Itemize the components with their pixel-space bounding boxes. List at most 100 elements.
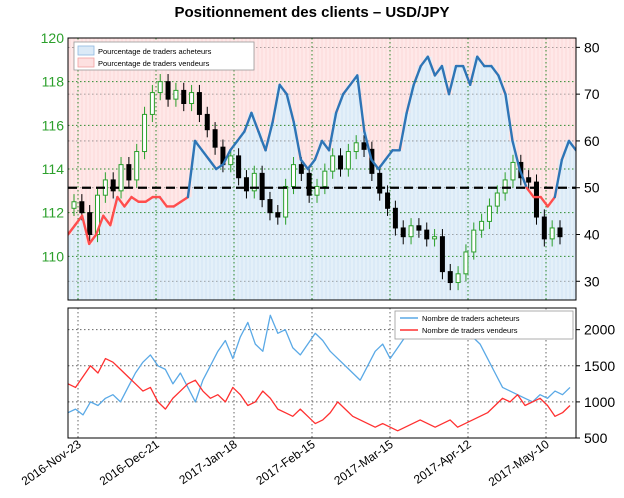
sellers-fill-band bbox=[537, 38, 545, 198]
buyers-fill-band bbox=[290, 122, 298, 300]
price-candle bbox=[196, 92, 202, 115]
buyers-fill-band bbox=[551, 197, 559, 300]
buyers-percentage-segment bbox=[490, 64, 500, 77]
buyers-percentage-segment bbox=[109, 195, 119, 227]
price-candle bbox=[533, 181, 539, 218]
price-candle bbox=[463, 251, 469, 275]
price-candle bbox=[212, 129, 218, 148]
buyers-fill-band bbox=[120, 206, 129, 300]
buyers-percentage-segment bbox=[349, 74, 359, 86]
sellers-fill-band bbox=[438, 38, 447, 67]
buyers-percentage-segment bbox=[313, 139, 324, 161]
price-candle bbox=[251, 172, 257, 192]
buyers-fill-band bbox=[537, 197, 545, 300]
price-candle bbox=[338, 155, 344, 170]
sellers-fill-band bbox=[318, 38, 327, 141]
sellers-fill-band bbox=[558, 38, 566, 160]
price-candle bbox=[432, 236, 438, 240]
price-candle bbox=[416, 225, 422, 231]
buyers-fill-band bbox=[382, 159, 390, 300]
price-candle bbox=[243, 177, 249, 192]
buyers-fill-band bbox=[226, 150, 235, 300]
sellers-fill-band bbox=[106, 38, 115, 226]
buyers-percentage-segment bbox=[116, 195, 126, 208]
sellers-fill-band bbox=[459, 38, 468, 67]
buyers-fill-band bbox=[530, 197, 538, 300]
sellers-fill-band bbox=[177, 38, 185, 202]
sellers-fill-band bbox=[135, 38, 143, 202]
buyers-percentage-segment bbox=[341, 83, 352, 96]
buyers-fill-band bbox=[198, 150, 207, 300]
buyers-fill-band bbox=[106, 225, 115, 300]
sellers-fill-band bbox=[551, 38, 559, 198]
buyers-percentage-segment bbox=[130, 195, 140, 203]
buyers-fill-band bbox=[71, 225, 80, 300]
buyers-fill-band bbox=[509, 140, 517, 300]
bottom-right-axis-tick-label: 1500 bbox=[584, 358, 615, 374]
buyers-percentage-segment bbox=[504, 92, 514, 143]
buyers-percentage-segment bbox=[87, 233, 98, 246]
buyers-fill-band bbox=[374, 169, 383, 300]
sellers-fill-band bbox=[494, 38, 503, 76]
price-candle bbox=[502, 179, 508, 194]
price-candle bbox=[377, 172, 383, 194]
buyers-percentage-segment bbox=[433, 64, 444, 77]
right-axis-tick-label: 60 bbox=[584, 133, 600, 149]
price-candle bbox=[298, 164, 304, 174]
sellers-fill-band bbox=[410, 38, 418, 85]
buyers-fill-band bbox=[262, 150, 270, 300]
price-candle bbox=[447, 271, 453, 284]
buyers-percentage-segment bbox=[73, 214, 84, 227]
sellers-fill-band bbox=[113, 38, 122, 198]
sellers-fill-band bbox=[71, 38, 80, 226]
buyers-fill-band bbox=[523, 187, 531, 300]
left-axis-tick-label: 112 bbox=[42, 205, 65, 221]
buyers-percentage-segment bbox=[172, 200, 183, 208]
price-candle bbox=[259, 172, 265, 201]
sellers-fill-band bbox=[509, 38, 517, 141]
buyers-fill-band bbox=[240, 131, 249, 300]
buyers-fill-band bbox=[170, 206, 178, 300]
bottom-right-axis-tick-label: 500 bbox=[584, 430, 608, 446]
buyers-fill-band bbox=[149, 197, 157, 300]
sellers-fill-band bbox=[523, 38, 531, 188]
buyers-percentage-segment bbox=[370, 158, 380, 171]
buyers-percentage-segment bbox=[292, 121, 303, 161]
buyers-percentage-segment bbox=[412, 64, 422, 86]
buyers-fill-band bbox=[68, 234, 73, 300]
price-candle bbox=[400, 227, 406, 238]
legend-swatch-sellers-pct bbox=[77, 57, 95, 68]
price-candle bbox=[236, 155, 242, 179]
price-candle bbox=[290, 164, 296, 187]
right-axis-tick-label: 80 bbox=[584, 39, 600, 55]
buyers-fill-band bbox=[360, 131, 369, 300]
price-candle bbox=[385, 192, 391, 209]
price-candle bbox=[541, 216, 547, 240]
buyers-percentage-segment bbox=[398, 111, 408, 152]
sellers-fill-band bbox=[360, 38, 369, 132]
buyers-percentage-segment bbox=[560, 139, 571, 161]
price-candle bbox=[361, 142, 367, 150]
price-candle bbox=[494, 192, 500, 207]
buyers-count-line bbox=[68, 314, 571, 416]
buyers-percentage-segment bbox=[405, 83, 415, 115]
top-panel-frame bbox=[67, 37, 577, 301]
buyers-percentage-segment bbox=[546, 195, 557, 208]
right-axis-tick-label: 40 bbox=[584, 227, 600, 243]
bottom-right-axis-tick-label: 2000 bbox=[584, 322, 615, 338]
buyers-fill-band bbox=[269, 122, 277, 300]
buyers-percentage-segment bbox=[334, 92, 345, 115]
buyers-fill-band bbox=[501, 94, 510, 300]
sellers-fill-band bbox=[431, 38, 439, 76]
price-candle bbox=[455, 273, 461, 284]
sellers-fill-band bbox=[269, 38, 277, 123]
price-candle bbox=[181, 89, 187, 105]
buyers-percentage-segment bbox=[123, 195, 133, 208]
price-candle bbox=[275, 212, 281, 218]
buyers-percentage-segment bbox=[200, 149, 211, 161]
buyers-fill-band bbox=[572, 150, 576, 300]
left-axis-tick-label: 116 bbox=[42, 117, 65, 133]
buyers-percentage-segment bbox=[461, 64, 472, 86]
sellers-fill-band bbox=[283, 38, 291, 95]
price-candle bbox=[439, 236, 445, 273]
